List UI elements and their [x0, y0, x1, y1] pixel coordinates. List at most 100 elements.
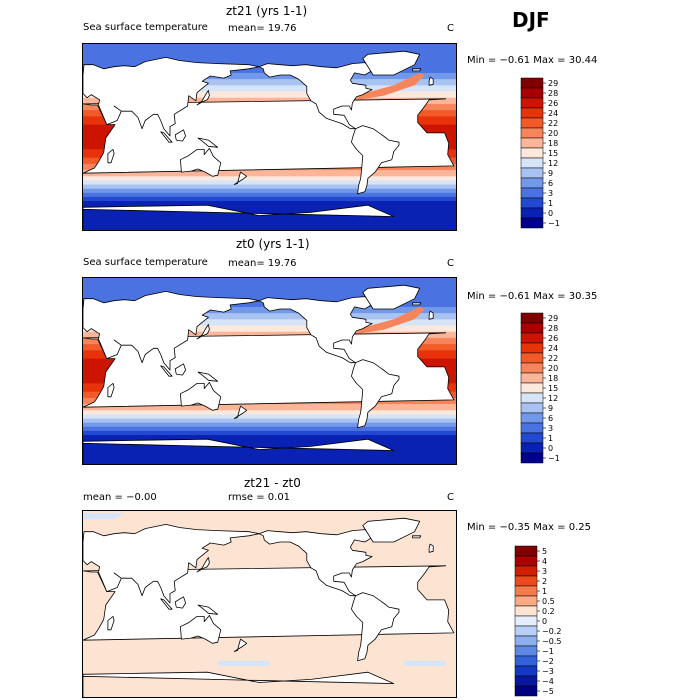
panel2-variable: Sea surface temperature: [83, 257, 208, 268]
panel2-units: C: [447, 258, 454, 269]
panel2-colorbar: 29 28 26 24 22 20 18 15 12 9 6 3 1 0 −1: [520, 312, 581, 464]
panel1-variable: Sea surface temperature: [83, 22, 208, 33]
north-america-land: [258, 529, 374, 597]
colorbar-swatch: [514, 635, 538, 647]
japan-land: [196, 557, 210, 573]
colorbar-label: −3: [542, 667, 554, 676]
colorbar-swatch: [514, 675, 538, 687]
colorbar-swatch: [514, 555, 538, 567]
japan-land: [196, 324, 210, 340]
colorbar-label: 0.5: [542, 597, 555, 606]
colorbar-label: 4: [542, 557, 547, 566]
sst-band: [83, 85, 456, 93]
south-america-land: [350, 125, 400, 195]
diff-negative-patch: [83, 513, 125, 520]
diff-negative-patch: [217, 660, 270, 666]
colorbar-swatch: [514, 595, 538, 607]
colorbar-swatch: [520, 422, 544, 434]
panel1-map: [82, 43, 457, 231]
sst-band: [83, 435, 456, 464]
sst-band: [83, 79, 456, 86]
colorbar-swatch: [520, 322, 544, 334]
colorbar-label: 0: [542, 617, 547, 626]
colorbar-label: 5: [542, 547, 547, 556]
colorbar-swatch: [514, 645, 538, 657]
colorbar-swatch: [520, 402, 544, 414]
colorbar-label: −2: [542, 657, 554, 666]
sst-band: [83, 414, 456, 420]
africa-land: [83, 98, 455, 174]
colorbar-label: 29: [548, 314, 558, 323]
australia-land: [180, 615, 222, 644]
panel3-map-svg: [83, 511, 456, 697]
madagascar-land: [107, 149, 115, 164]
colorbar-label: −4: [542, 677, 554, 686]
north-america-land: [258, 296, 374, 364]
colorbar-swatch: [520, 117, 544, 129]
sst-band: [83, 325, 456, 333]
sst-band: [83, 410, 456, 415]
colorbar-label: −0.2: [542, 627, 561, 636]
colorbar-label: 18: [548, 139, 558, 148]
sst-band: [83, 184, 456, 190]
madagascar-land: [107, 383, 115, 398]
gulf-stream: [352, 306, 425, 335]
uk-land: [428, 310, 434, 320]
colorbar-label: −5: [542, 687, 554, 696]
colorbar-label: 0: [548, 209, 553, 218]
colorbar-label: 26: [548, 334, 558, 343]
sumatra-land: [160, 598, 173, 610]
sst-band: [83, 192, 456, 198]
gulf-stream: [352, 72, 425, 101]
uk-land: [428, 543, 434, 553]
greenland-land: [362, 50, 421, 76]
north-america-land: [258, 62, 374, 130]
colorbar-swatch: [514, 625, 538, 637]
iceland-land: [412, 535, 422, 539]
sumatra-land: [160, 365, 173, 377]
japan-land: [196, 90, 210, 106]
colorbar-label: 3: [548, 189, 553, 198]
panel2-map: [82, 277, 457, 465]
sst-band: [83, 418, 456, 424]
colorbar-swatch: [514, 615, 538, 627]
new-zealand-land: [233, 405, 248, 419]
new-zealand-land: [233, 638, 248, 652]
colorbar-label: 6: [548, 414, 553, 423]
sumatra-land: [160, 131, 173, 143]
colorbar-swatch: [520, 412, 544, 424]
diff-negative-patch: [404, 660, 446, 666]
colorbar-swatch: [520, 167, 544, 179]
colorbar-swatch: [514, 605, 538, 617]
antarctica-land: [83, 204, 395, 230]
colorbar-label: 20: [548, 364, 558, 373]
panel2-title: zt0 (yrs 1-1): [236, 237, 310, 251]
greenland-land: [362, 284, 421, 310]
colorbar-swatch: [520, 312, 544, 324]
colorbar-label: −1: [548, 219, 560, 228]
colorbar-label: 12: [548, 159, 558, 168]
madagascar-land: [107, 616, 115, 631]
colorbar-swatch: [520, 362, 544, 374]
colorbar-label: 3: [542, 567, 547, 576]
colorbar-label: −1: [542, 647, 554, 656]
colorbar-label: 1: [548, 434, 553, 443]
sst-band: [83, 430, 456, 436]
antarctica-land: [83, 671, 395, 697]
panel3-minmax: Min = −0.35 Max = 0.25: [467, 522, 591, 533]
colorbar-swatch: [520, 372, 544, 384]
new-zealand-land: [233, 171, 248, 185]
season-label: DJF: [512, 8, 550, 32]
colorbar-label: 28: [548, 89, 558, 98]
panel3-map: [82, 510, 457, 698]
colorbar-label: 12: [548, 394, 558, 403]
colorbar-swatch: [520, 392, 544, 404]
greenland-land: [362, 517, 421, 543]
colorbar-swatch: [514, 575, 538, 587]
colorbar-label: 9: [548, 404, 553, 413]
colorbar-label: 0: [548, 444, 553, 453]
colorbar-swatch: [520, 352, 544, 364]
colorbar-swatch: [520, 332, 544, 344]
sst-band: [83, 180, 456, 186]
colorbar-swatch: [514, 685, 538, 697]
